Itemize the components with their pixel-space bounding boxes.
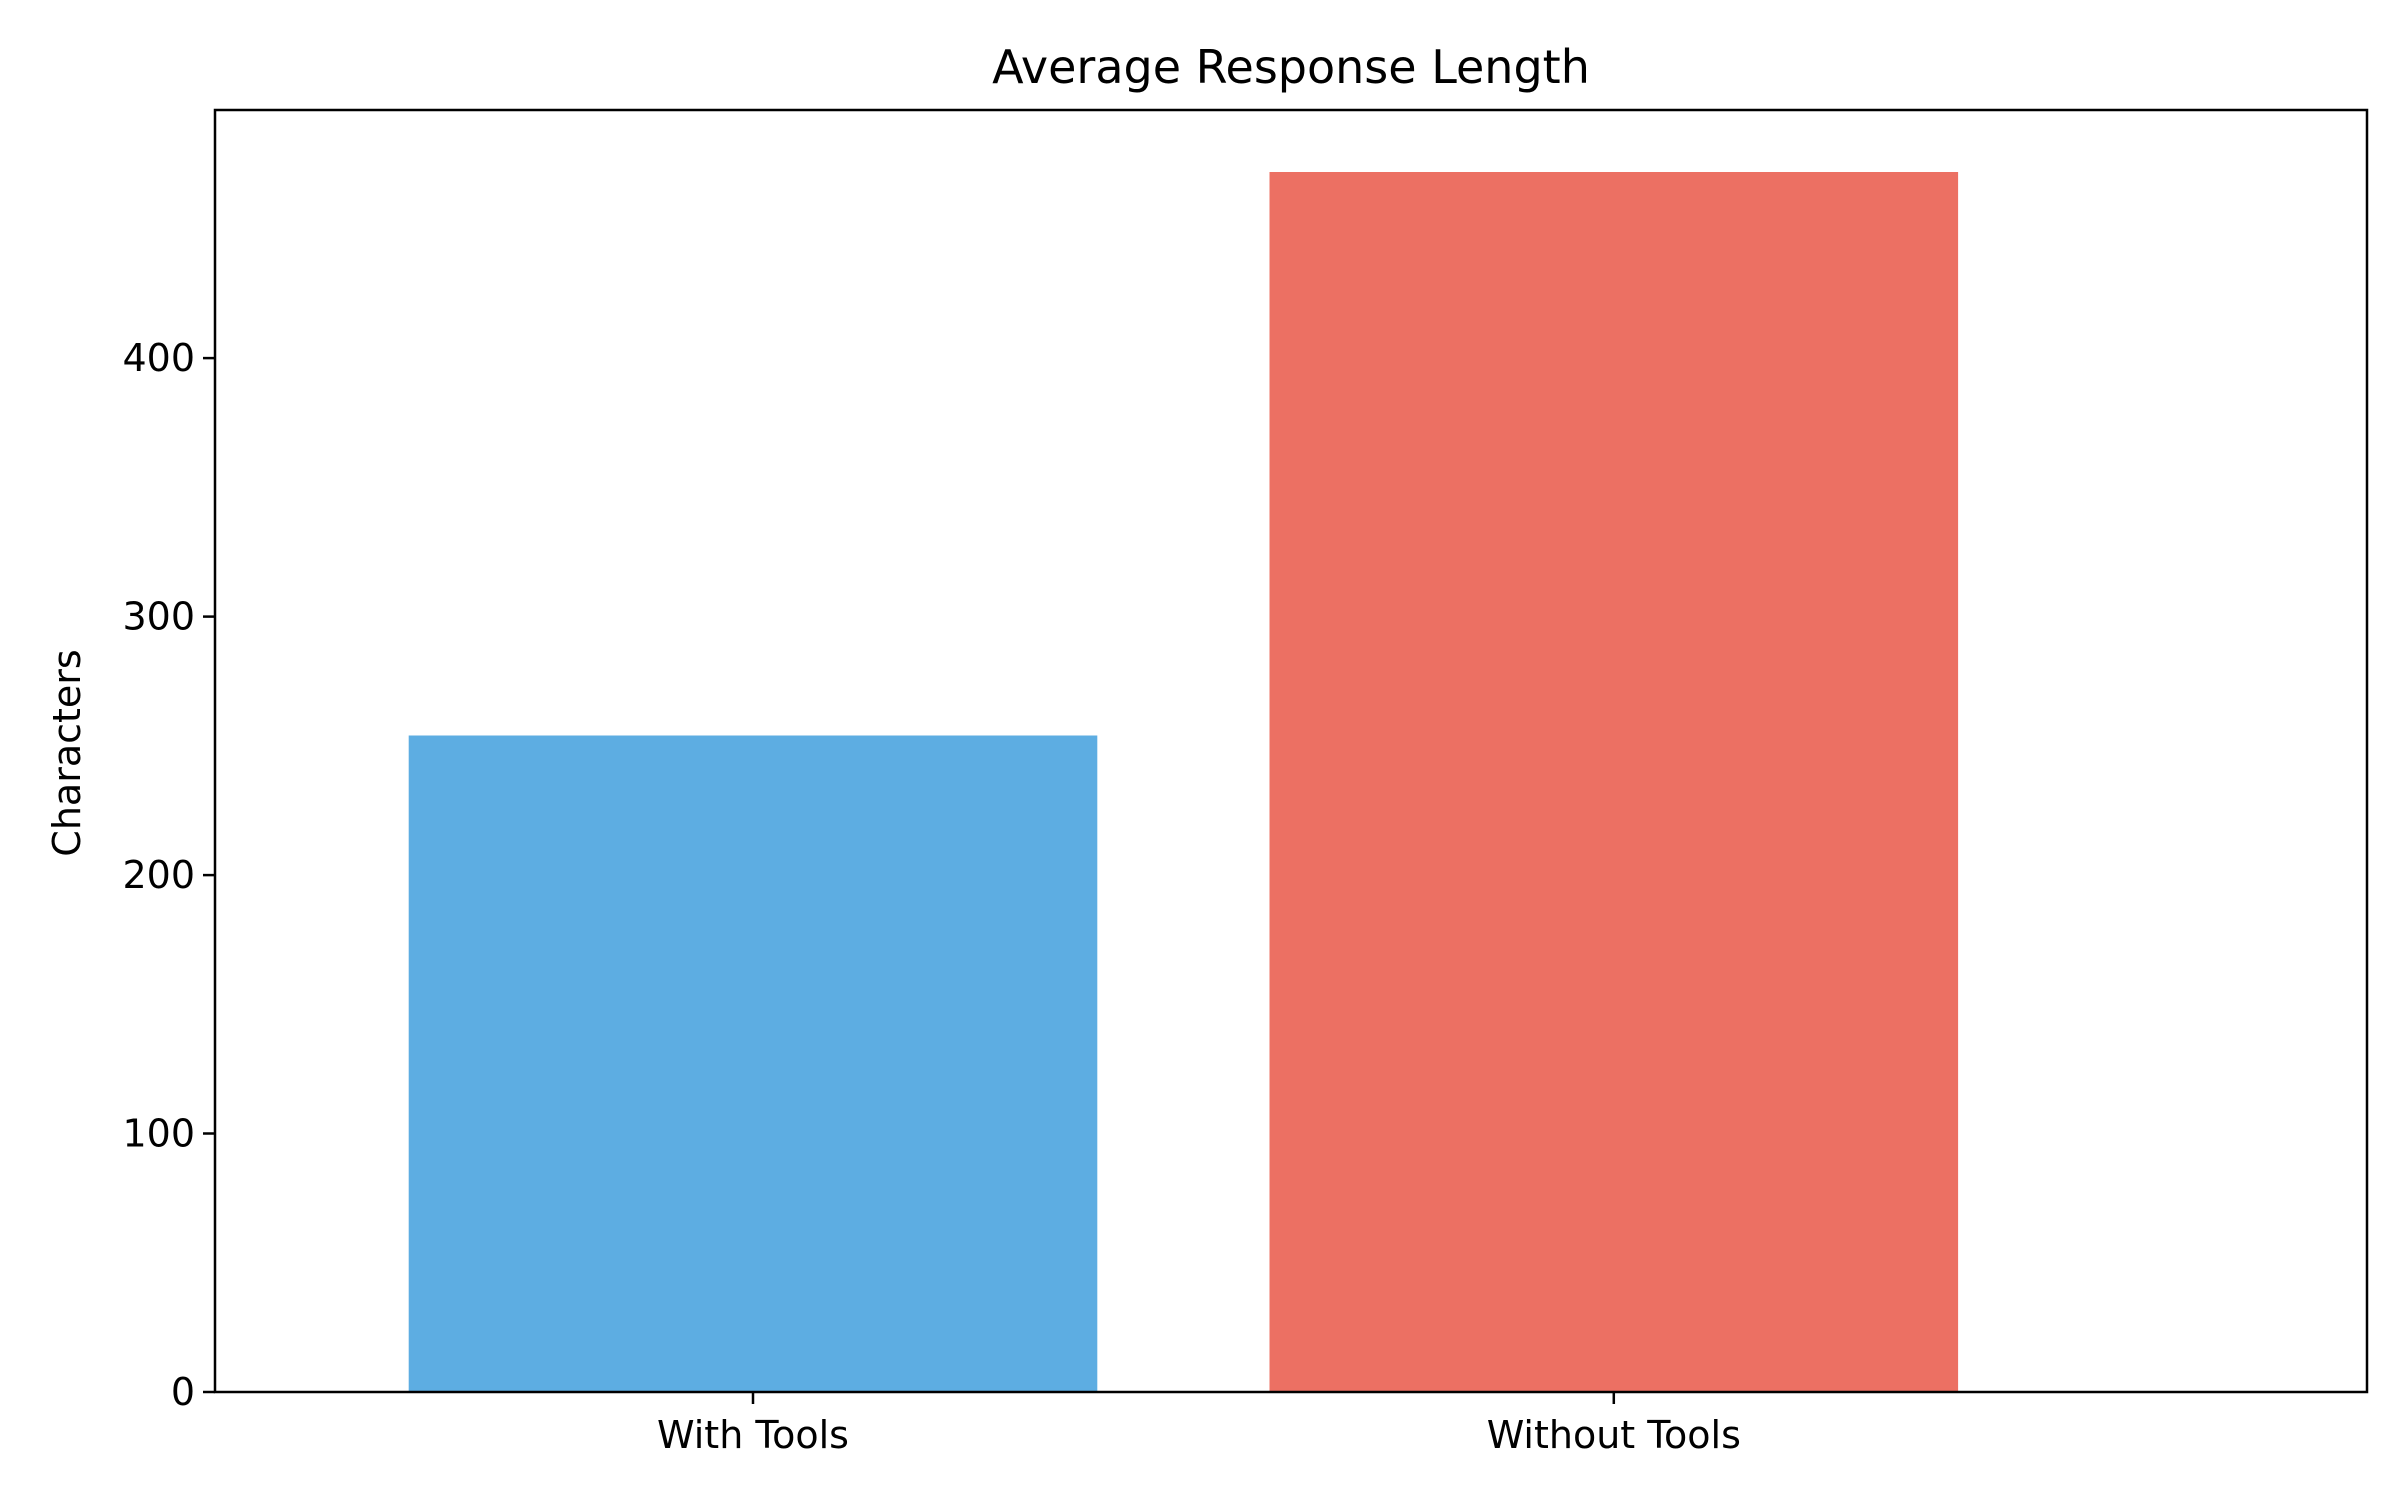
y-tick-label: 200 (122, 853, 195, 897)
y-tick-label: 300 (122, 595, 195, 639)
x-tick-label: With Tools (657, 1413, 849, 1457)
bars-layer (408, 172, 1959, 1392)
y-tick-label: 0 (171, 1370, 195, 1414)
y-tick-label: 100 (122, 1112, 195, 1156)
y-tick-label: 400 (122, 336, 195, 380)
bar-without-tools (1269, 172, 1959, 1392)
bar-with-tools (408, 735, 1098, 1392)
plot-frame (213, 108, 2369, 1394)
chart-title: Average Response Length (992, 40, 1590, 94)
y-axis-label: Characters (45, 649, 89, 856)
x-tick-label: Without Tools (1487, 1413, 1741, 1457)
ticks-layer: With Tools Without Tools 0 100 200 300 400 (122, 336, 1740, 1457)
